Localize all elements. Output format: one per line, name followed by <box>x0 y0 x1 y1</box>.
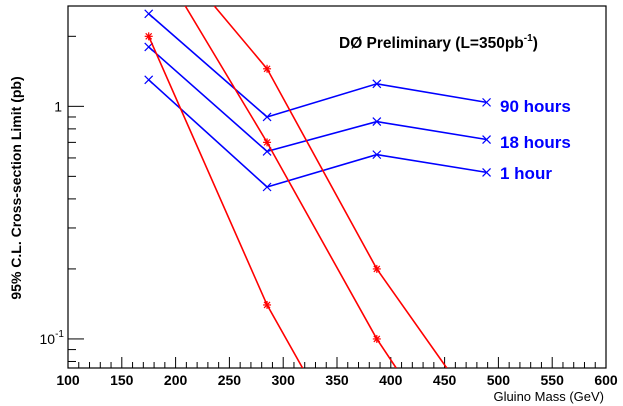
data-point-limit-curve-4-285 <box>263 138 272 147</box>
x-tick-label-600: 600 <box>594 372 618 388</box>
marker-stroke <box>482 97 491 107</box>
x-tick-label-200: 200 <box>164 372 188 388</box>
data-point-limit-curve-3-285 <box>263 300 272 309</box>
marker-stroke <box>372 117 382 126</box>
y-axis-label: 95% C.L. Cross-section Limit (pb) <box>8 76 24 299</box>
marker-stroke <box>263 138 271 146</box>
x-axis-label: Gluino Mass (GeV) <box>493 389 604 404</box>
marker-stroke <box>372 79 382 89</box>
series-line-90-hours <box>148 13 487 118</box>
data-point-1-hour-285 <box>262 182 272 192</box>
data-series <box>144 6 491 368</box>
x-tick-label-550: 550 <box>541 372 565 388</box>
data-point-1-hour-175 <box>144 75 154 85</box>
marker-stroke <box>482 135 491 144</box>
marker-stroke <box>373 335 381 343</box>
series-line-18-hours <box>148 46 487 153</box>
data-point-limit-curve-4-387 <box>372 334 381 343</box>
x-tick-label-100: 100 <box>56 372 80 388</box>
data-point-18-hours-387 <box>372 117 382 126</box>
data-point-90-hours-285 <box>262 112 272 122</box>
series-line-limit-curve-4 <box>184 6 397 368</box>
marker-stroke <box>262 112 272 122</box>
series-line-limit-curve-5 <box>213 6 448 368</box>
marker-stroke <box>144 75 154 85</box>
y-tick-label: 10-1 <box>40 329 65 347</box>
data-point-limit-curve-5-387 <box>372 264 381 273</box>
series-line-1-hour <box>148 79 487 188</box>
data-point-90-hours-489 <box>482 97 491 107</box>
data-point-18-hours-489 <box>482 135 491 144</box>
chart-title-close: ) <box>533 35 538 52</box>
data-point-1-hour-387 <box>372 150 382 160</box>
data-point-90-hours-175 <box>144 9 154 19</box>
marker-stroke <box>372 150 382 160</box>
legend-label-18-hours: 18 hours <box>500 133 571 152</box>
y-tick-label: 1 <box>54 98 62 114</box>
marker-stroke <box>145 32 153 40</box>
chart-title: DØ Preliminary (L=350pb-1) <box>339 33 538 52</box>
plot-frame <box>67 5 607 369</box>
x-tick-label-150: 150 <box>110 372 134 388</box>
marker-stroke <box>262 182 272 192</box>
axis-ticks: 100 150 200 250 300 350 400 450 500 550 600 1 10-1 <box>40 35 618 388</box>
legend-label-1-hour: 1 hour <box>500 164 552 183</box>
data-point-limit-curve-3-175 <box>144 32 153 41</box>
x-tick-label-250: 250 <box>218 372 242 388</box>
legend-label-90-hours: 90 hours <box>500 97 571 116</box>
chart-title-sup: -1 <box>524 33 533 44</box>
marker-stroke <box>482 167 491 177</box>
marker-stroke <box>263 65 271 73</box>
x-tick-label-350: 350 <box>325 372 349 388</box>
x-tick-label-500: 500 <box>487 372 511 388</box>
x-tick-label-300: 300 <box>272 372 296 388</box>
marker-stroke <box>373 265 381 273</box>
x-tick-label-450: 450 <box>433 372 457 388</box>
chart-title-main: DØ Preliminary (L=350pb <box>339 35 524 52</box>
marker-stroke <box>263 301 271 309</box>
x-tick-label-400: 400 <box>379 372 403 388</box>
marker-stroke <box>144 9 154 19</box>
data-point-limit-curve-5-285 <box>263 64 272 73</box>
data-point-1-hour-489 <box>482 167 491 177</box>
series-line-limit-curve-3 <box>147 35 304 368</box>
data-point-90-hours-387 <box>372 79 382 89</box>
